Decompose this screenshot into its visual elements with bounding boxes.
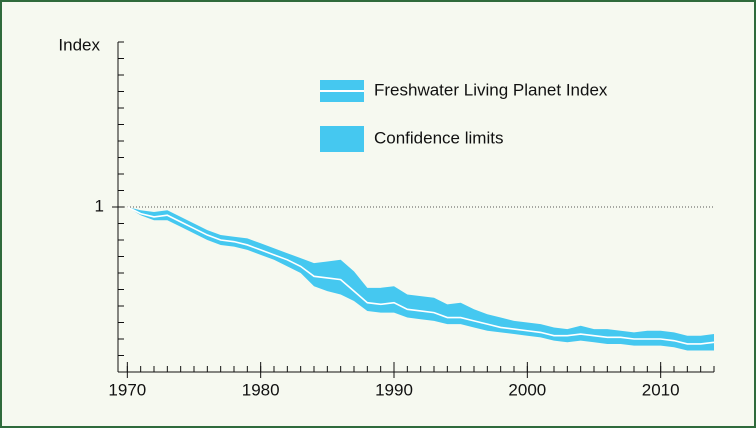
confidence-band xyxy=(127,207,715,351)
legend-label: Confidence limits xyxy=(374,128,503,147)
x-tick-label: 1980 xyxy=(242,380,280,399)
y-axis-label: Index xyxy=(58,35,100,54)
x-tick-label: 2000 xyxy=(508,380,546,399)
x-tick-label: 1970 xyxy=(108,380,146,399)
legend-swatch xyxy=(320,126,364,152)
x-tick-label: 2010 xyxy=(642,380,680,399)
x-tick-label: 1990 xyxy=(375,380,413,399)
index-line xyxy=(126,206,715,345)
y-tick-label: 1 xyxy=(95,196,104,215)
legend-label: Freshwater Living Planet Index xyxy=(374,80,608,99)
